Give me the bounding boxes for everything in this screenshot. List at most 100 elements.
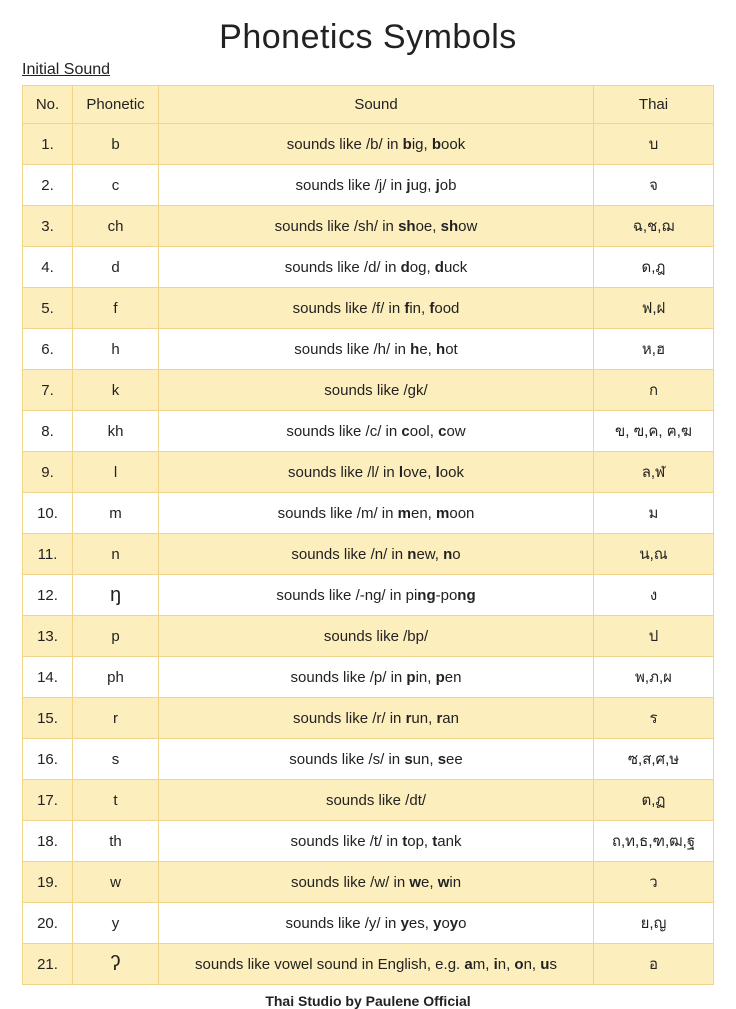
cell-no: 1. [23, 124, 73, 165]
cell-sound: sounds like /gk/ [159, 370, 594, 411]
cell-thai: น,ณ [594, 534, 714, 575]
cell-no: 10. [23, 493, 73, 534]
cell-no: 4. [23, 247, 73, 288]
cell-sound: sounds like /s/ in sun, see [159, 739, 594, 780]
cell-phonetic: ŋ [73, 575, 159, 616]
cell-no: 18. [23, 821, 73, 862]
cell-thai: ถ,ท,ธ,ฑ,ฒ,ฐ [594, 821, 714, 862]
cell-sound: sounds like /-ng/ in ping-pong [159, 575, 594, 616]
table-row: 19.wsounds like /w/ in we, winว [23, 862, 714, 903]
cell-sound: sounds like /dt/ [159, 780, 594, 821]
table-row: 11.nsounds like /n/ in new, noน,ณ [23, 534, 714, 575]
page-title: Phonetics Symbols [22, 18, 714, 57]
cell-sound: sounds like /bp/ [159, 616, 594, 657]
cell-sound: sounds like /b/ in big, book [159, 124, 594, 165]
cell-thai: ฟ,ฝ [594, 288, 714, 329]
cell-phonetic: f [73, 288, 159, 329]
phonetics-table: No. Phonetic Sound Thai 1.bsounds like /… [22, 85, 714, 985]
cell-sound: sounds like /m/ in men, moon [159, 493, 594, 534]
cell-thai: ด,ฎ [594, 247, 714, 288]
cell-phonetic: r [73, 698, 159, 739]
table-row: 9.lsounds like /l/ in love, lookล,ฬ [23, 452, 714, 493]
cell-thai: บ [594, 124, 714, 165]
cell-phonetic: p [73, 616, 159, 657]
cell-thai: อ [594, 944, 714, 985]
cell-thai: ว [594, 862, 714, 903]
cell-no: 3. [23, 206, 73, 247]
cell-phonetic: n [73, 534, 159, 575]
cell-phonetic: y [73, 903, 159, 944]
cell-thai: ย,ญ [594, 903, 714, 944]
table-row: 21.ʔsounds like vowel sound in English, … [23, 944, 714, 985]
cell-thai: ฉ,ช,ฌ [594, 206, 714, 247]
cell-phonetic: ʔ [73, 944, 159, 985]
table-row: 6.hsounds like /h/ in he, hotห,ฮ [23, 329, 714, 370]
table-row: 12.ŋsounds like /-ng/ in ping-pongง [23, 575, 714, 616]
cell-no: 13. [23, 616, 73, 657]
table-row: 15.rsounds like /r/ in run, ranร [23, 698, 714, 739]
cell-sound: sounds like /l/ in love, look [159, 452, 594, 493]
cell-sound: sounds like /y/ in yes, yoyo [159, 903, 594, 944]
col-no: No. [23, 86, 73, 124]
cell-no: 16. [23, 739, 73, 780]
cell-thai: ล,ฬ [594, 452, 714, 493]
cell-phonetic: s [73, 739, 159, 780]
cell-thai: ง [594, 575, 714, 616]
cell-sound: sounds like /c/ in cool, cow [159, 411, 594, 452]
cell-phonetic: b [73, 124, 159, 165]
table-row: 10.msounds like /m/ in men, moonม [23, 493, 714, 534]
table-row: 20.ysounds like /y/ in yes, yoyoย,ญ [23, 903, 714, 944]
cell-phonetic: t [73, 780, 159, 821]
cell-sound: sounds like /sh/ in shoe, show [159, 206, 594, 247]
cell-no: 19. [23, 862, 73, 903]
cell-phonetic: kh [73, 411, 159, 452]
cell-sound: sounds like /w/ in we, win [159, 862, 594, 903]
cell-phonetic: k [73, 370, 159, 411]
cell-sound: sounds like /n/ in new, no [159, 534, 594, 575]
cell-sound: sounds like /f/ in fin, food [159, 288, 594, 329]
col-phonetic: Phonetic [73, 86, 159, 124]
cell-thai: จ [594, 165, 714, 206]
cell-no: 12. [23, 575, 73, 616]
cell-sound: sounds like vowel sound in English, e.g.… [159, 944, 594, 985]
cell-phonetic: th [73, 821, 159, 862]
table-row: 3.chsounds like /sh/ in shoe, showฉ,ช,ฌ [23, 206, 714, 247]
cell-sound: sounds like /j/ in jug, job [159, 165, 594, 206]
cell-phonetic: c [73, 165, 159, 206]
cell-phonetic: l [73, 452, 159, 493]
cell-thai: ข, ฃ,ค, ฅ,ฆ [594, 411, 714, 452]
cell-thai: พ,ภ,ผ [594, 657, 714, 698]
table-row: 17.tsounds like /dt/ต,ฏ [23, 780, 714, 821]
cell-no: 2. [23, 165, 73, 206]
table-row: 13.psounds like /bp/ป [23, 616, 714, 657]
table-row: 18.thsounds like /t/ in top, tankถ,ท,ธ,ฑ… [23, 821, 714, 862]
cell-no: 8. [23, 411, 73, 452]
footer-credit: Thai Studio by Paulene Official [22, 993, 714, 1009]
cell-sound: sounds like /h/ in he, hot [159, 329, 594, 370]
cell-thai: ป [594, 616, 714, 657]
cell-no: 9. [23, 452, 73, 493]
col-sound: Sound [159, 86, 594, 124]
cell-no: 14. [23, 657, 73, 698]
cell-no: 5. [23, 288, 73, 329]
table-row: 2.csounds like /j/ in jug, jobจ [23, 165, 714, 206]
cell-no: 21. [23, 944, 73, 985]
cell-no: 15. [23, 698, 73, 739]
table-row: 7.ksounds like /gk/ก [23, 370, 714, 411]
cell-sound: sounds like /d/ in dog, duck [159, 247, 594, 288]
cell-phonetic: m [73, 493, 159, 534]
cell-sound: sounds like /r/ in run, ran [159, 698, 594, 739]
section-subtitle: Initial Sound [22, 61, 714, 79]
cell-thai: ห,ฮ [594, 329, 714, 370]
col-thai: Thai [594, 86, 714, 124]
cell-no: 17. [23, 780, 73, 821]
table-header-row: No. Phonetic Sound Thai [23, 86, 714, 124]
cell-thai: ซ,ส,ศ,ษ [594, 739, 714, 780]
table-row: 8.khsounds like /c/ in cool, cowข, ฃ,ค, … [23, 411, 714, 452]
table-row: 16.ssounds like /s/ in sun, seeซ,ส,ศ,ษ [23, 739, 714, 780]
cell-thai: ร [594, 698, 714, 739]
table-row: 14.phsounds like /p/ in pin, penพ,ภ,ผ [23, 657, 714, 698]
table-row: 4.dsounds like /d/ in dog, duckด,ฎ [23, 247, 714, 288]
cell-phonetic: ph [73, 657, 159, 698]
cell-phonetic: d [73, 247, 159, 288]
